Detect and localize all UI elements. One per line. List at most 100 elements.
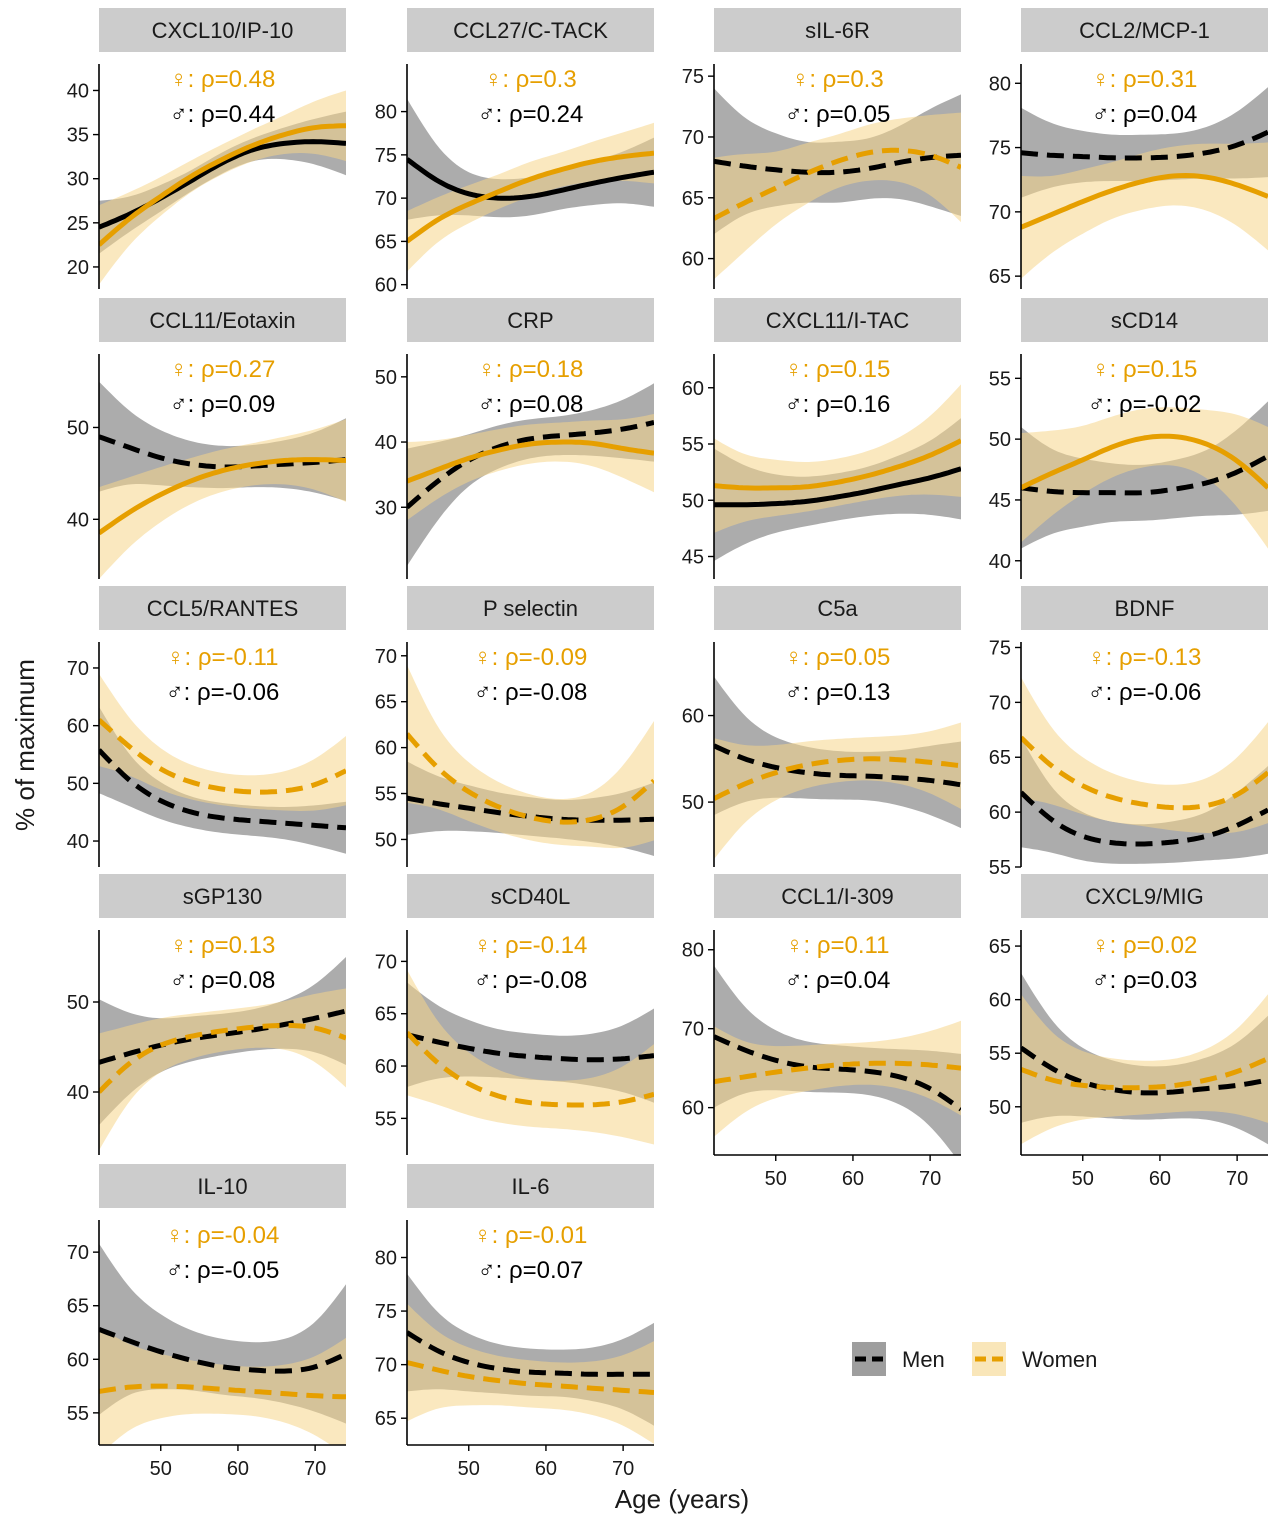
facet-title: CCL5/RANTES [147, 596, 299, 621]
plot-area [1021, 87, 1268, 279]
y-tick-label: 40 [375, 432, 397, 454]
y-tick-label: 50 [375, 367, 397, 389]
rho-female-label: ♀: ρ=-0.09 [474, 644, 588, 671]
trend-line-men [99, 748, 346, 831]
facet-title: sCD14 [1111, 308, 1178, 333]
y-tick-label: 70 [375, 646, 397, 668]
facet-panel: P selectin 50 55 60 65 70 ♀: ρ=-0.09 ♂: ρ=-0.08 [375, 586, 654, 867]
rho-female-label: ♀: ρ=0.48 [170, 66, 276, 93]
y-axis-title: % of maximum [10, 659, 40, 831]
x-axis-title: Age (years) [615, 1484, 749, 1514]
y-tick-label: 65 [989, 747, 1011, 769]
facet-panel: sCD14 40 45 50 55 ♀: ρ=0.15 ♂: ρ=-0.02 [989, 298, 1268, 579]
trend-line-women [1021, 172, 1268, 230]
plot-area [1021, 401, 1268, 549]
y-tick-label: 65 [375, 692, 397, 714]
facet-strip [407, 874, 654, 918]
ci-band-women [99, 90, 346, 285]
rho-male-label: ♂: ρ=0.24 [478, 101, 584, 128]
ci-band-women [407, 665, 654, 849]
x-tick-label: 50 [1072, 1168, 1094, 1190]
y-tick-label: 50 [682, 792, 704, 814]
rho-male-label: ♂: ρ=-0.05 [166, 1257, 280, 1284]
y-tick-label: 55 [989, 1043, 1011, 1065]
facet-panel: IL-6 65 70 75 80 50 60 70 ♀: ρ=-0.01 ♂: ρ=0.07 [375, 1164, 654, 1480]
ci-band-women [99, 673, 346, 811]
y-tick-label: 50 [989, 1097, 1011, 1119]
facet-panel: CXCL10/IP-10 20 25 30 35 40 ♀: ρ=0.48 ♂: ρ=0.44 [67, 8, 346, 289]
trend-line-women [1021, 735, 1268, 811]
rho-male-label: ♂: ρ=-0.08 [474, 679, 588, 706]
trend-line-women [1021, 433, 1268, 491]
y-tick-label: 60 [682, 1098, 704, 1120]
ci-band-women [1021, 994, 1268, 1145]
facet-panel: sIL-6R 60 65 70 75 ♀: ρ=0.3 ♂: ρ=0.05 [682, 8, 961, 289]
y-tick-label: 40 [67, 509, 89, 531]
ci-band-women [714, 384, 961, 533]
facet-title: CRP [507, 308, 553, 333]
rho-female-label: ♀: ρ=0.11 [786, 932, 890, 959]
rho-male-label: ♂: ρ=0.04 [785, 967, 891, 994]
rho-male-label: ♂: ρ=0.09 [170, 391, 276, 418]
facet-strip [407, 586, 654, 630]
y-tick-label: 55 [989, 368, 1011, 390]
facet-strip [407, 298, 654, 342]
y-tick-label: 25 [67, 213, 89, 235]
y-tick-label: 75 [989, 138, 1011, 160]
plot-area [99, 1243, 346, 1445]
legend: Men Women [852, 1342, 1097, 1376]
facet-strip [1021, 586, 1268, 630]
plot-area [407, 665, 654, 856]
facet-title: sIL-6R [805, 18, 870, 43]
x-tick-label: 70 [612, 1458, 634, 1480]
trend-line-men [1021, 453, 1268, 496]
y-tick-label: 50 [67, 992, 89, 1014]
y-tick-label: 40 [67, 831, 89, 853]
trend-line-men [714, 152, 961, 176]
y-tick-label: 60 [67, 716, 89, 738]
facet-strip [714, 298, 961, 342]
facet-title: CXCL9/MIG [1085, 884, 1204, 909]
y-tick-label: 75 [682, 66, 704, 88]
y-tick-label: 60 [682, 706, 704, 728]
y-tick-label: 55 [375, 784, 397, 806]
ci-band-women [714, 1020, 961, 1137]
y-tick-label: 60 [989, 990, 1011, 1012]
ci-band-women [714, 722, 961, 860]
facet-title: sGP130 [183, 884, 263, 909]
y-tick-label: 65 [682, 188, 704, 210]
trend-line-men [407, 1330, 654, 1377]
facet-strip [99, 1164, 346, 1208]
y-tick-label: 70 [989, 692, 1011, 714]
trend-line-women [99, 1383, 346, 1400]
plot-area [714, 676, 961, 860]
facet-title: CCL2/MCP-1 [1079, 18, 1210, 43]
facet-title: C5a [817, 596, 858, 621]
trend-line-men [407, 1032, 654, 1063]
facet-title: sCD40L [491, 884, 570, 909]
rho-male-label: ♂: ρ=0.44 [170, 101, 276, 128]
rho-female-label: ♀: ρ=0.31 [1092, 66, 1198, 93]
trend-line-women [99, 123, 346, 247]
plot-area [407, 98, 654, 272]
plot-area [1021, 677, 1268, 864]
facet-panel: CCL11/Eotaxin 40 50 ♀: ρ=0.27 ♂: ρ=0.09 [67, 298, 346, 579]
ci-band-women [1021, 677, 1268, 834]
ci-band-women [99, 988, 346, 1151]
rho-male-label: ♂: ρ=0.05 [785, 101, 891, 128]
y-tick-label: 65 [375, 1004, 397, 1026]
plot-area [407, 969, 654, 1145]
trend-line-men [714, 1034, 961, 1112]
rho-female-label: ♀: ρ=0.18 [478, 356, 584, 383]
facet-title: CCL11/Eotaxin [149, 308, 295, 333]
trend-line-men [407, 795, 654, 823]
facet-title: CCL27/C-TACK [453, 18, 608, 43]
rho-female-label: ♀: ρ=-0.01 [474, 1222, 588, 1249]
trend-line-women [99, 1022, 346, 1094]
facet-strip [1021, 298, 1268, 342]
trend-line-men [714, 466, 961, 508]
trend-line-men [99, 1008, 346, 1065]
trend-line-women [407, 732, 654, 825]
rho-male-label: ♂: ρ=0.03 [1092, 967, 1198, 994]
facet-panel: CCL1/I-309 60 70 80 50 60 70 ♀: ρ=0.11 ♂: ρ=0.04 [682, 874, 961, 1190]
